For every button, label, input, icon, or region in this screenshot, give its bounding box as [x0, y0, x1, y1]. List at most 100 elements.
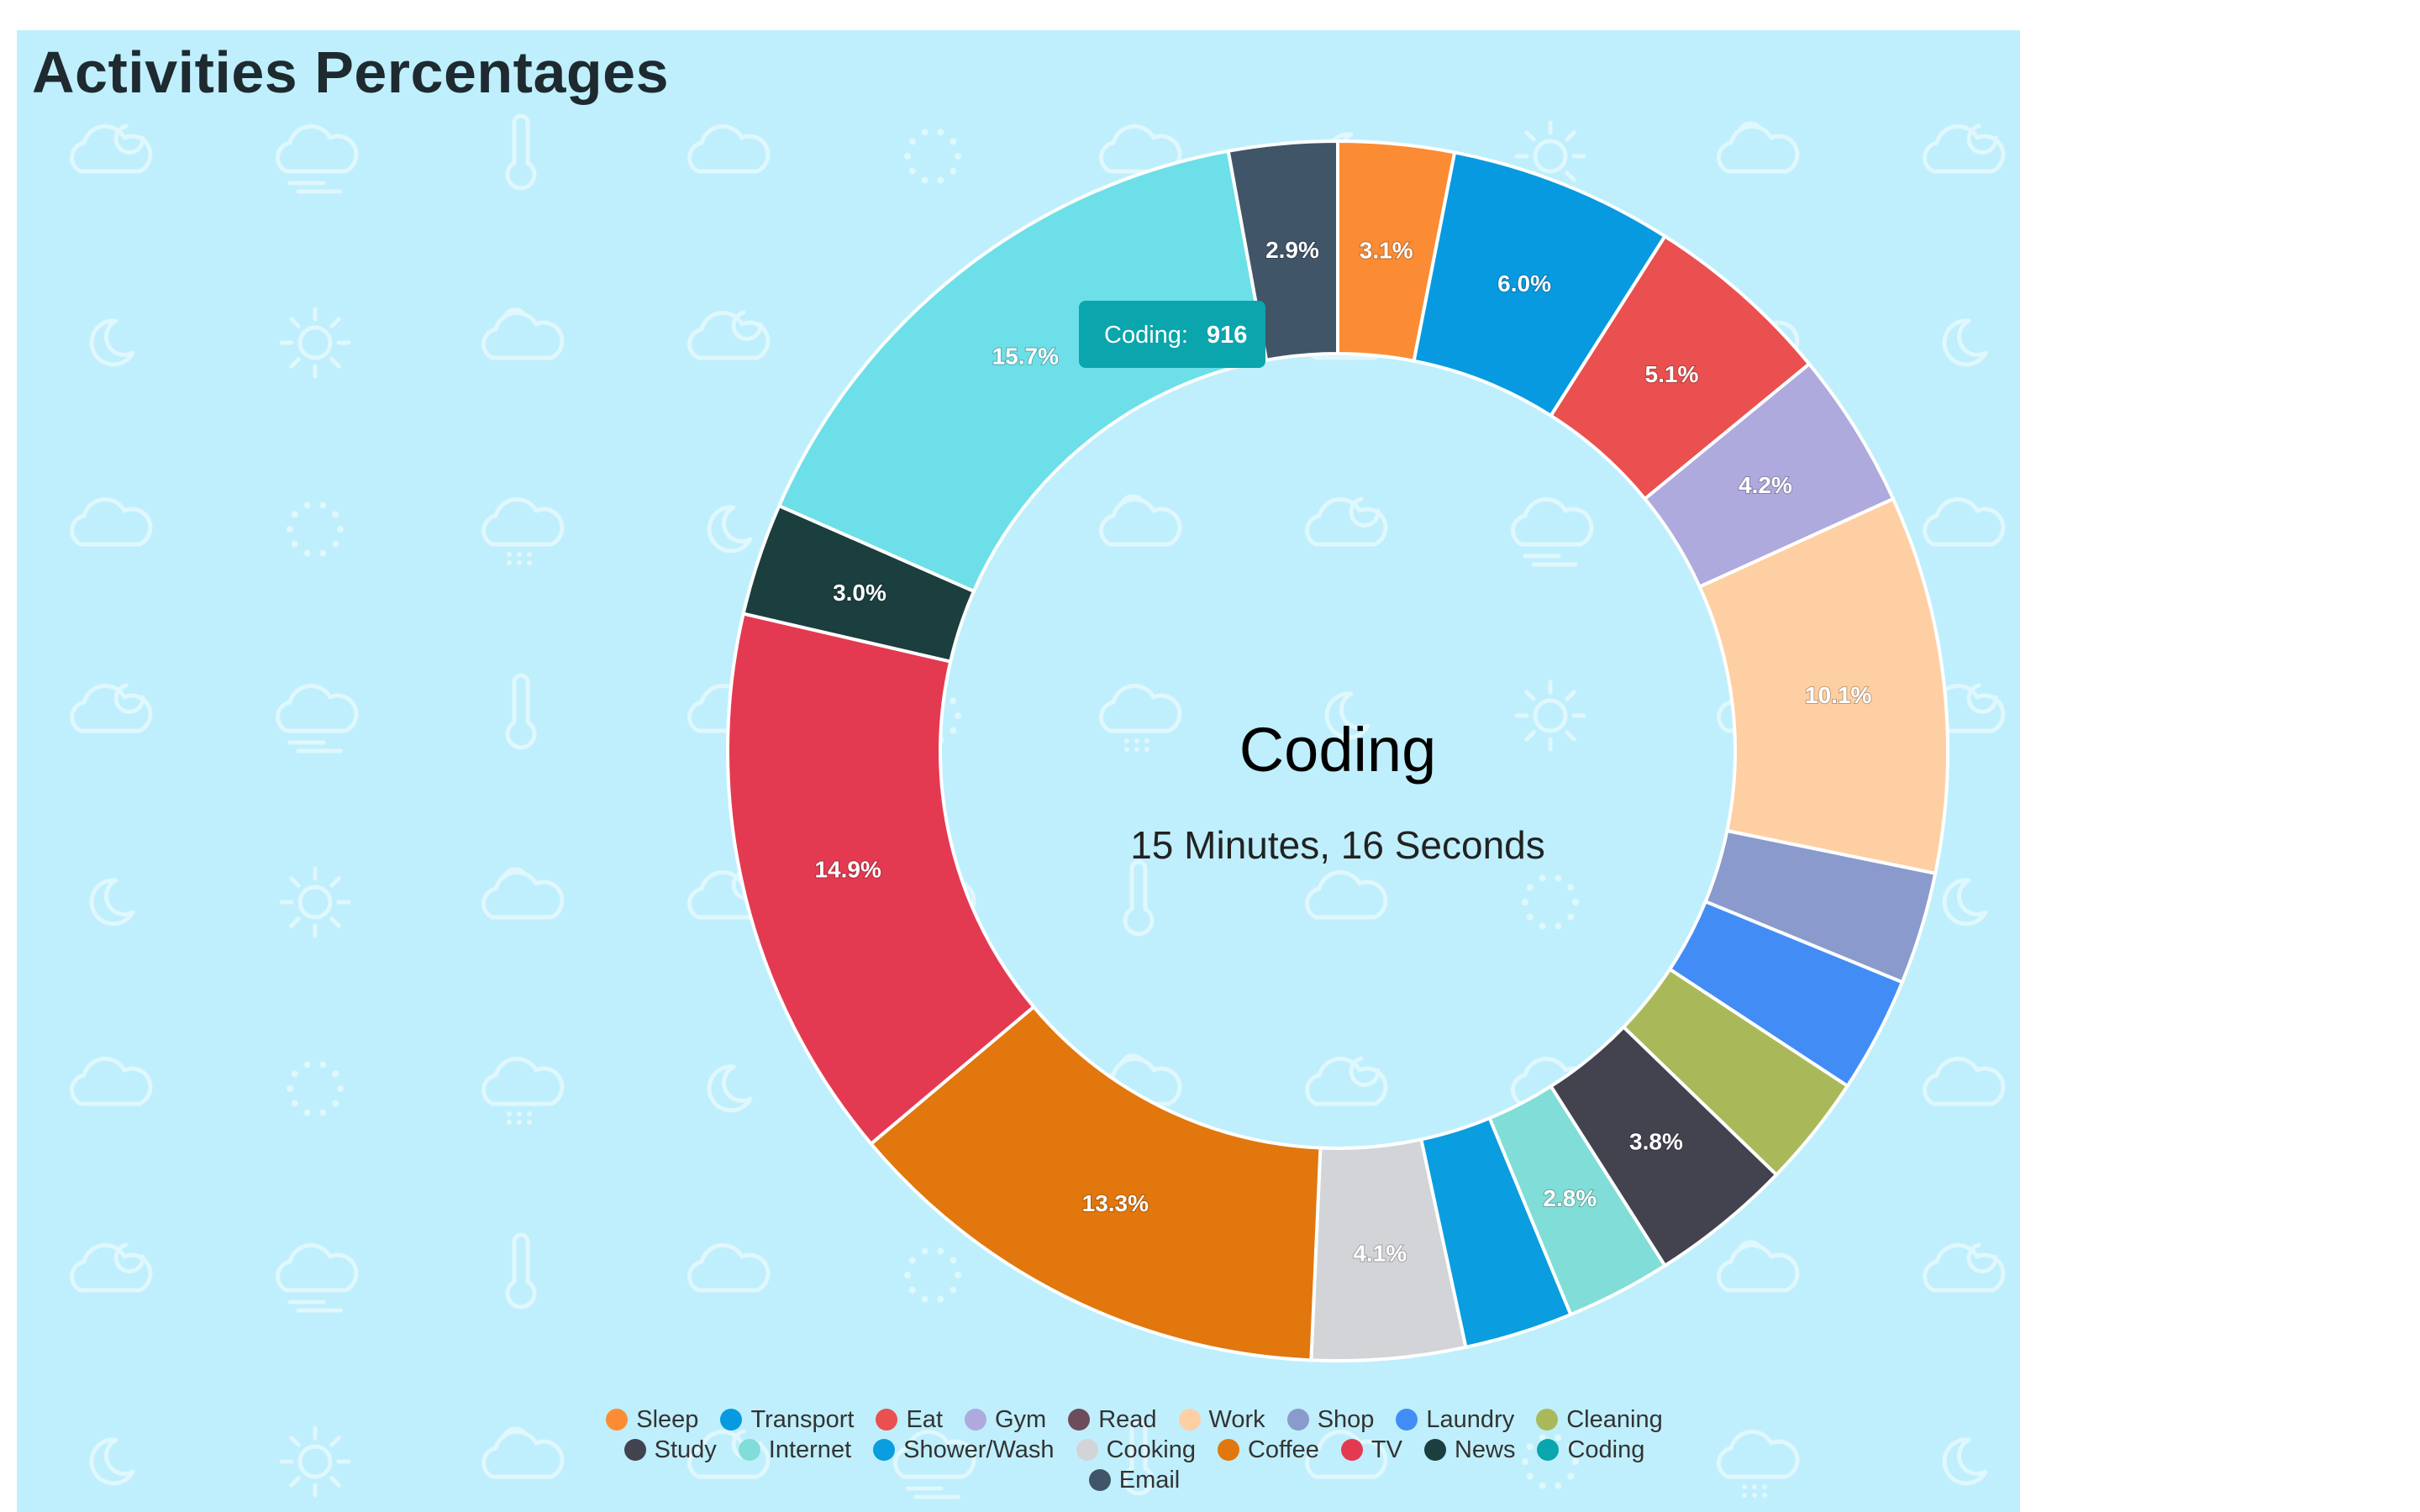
snow-icon	[287, 501, 344, 557]
moon-icon	[707, 505, 753, 554]
slice-coffee[interactable]	[868, 1004, 1323, 1362]
legend-swatch-internet	[738, 1439, 760, 1461]
legend-item-internet[interactable]: Internet	[738, 1436, 852, 1463]
rain-cloud-icon	[481, 1056, 565, 1125]
legend-item-news[interactable]: News	[1423, 1436, 1516, 1463]
page-title: Activities Percentages	[32, 39, 670, 105]
wind-cloud-icon	[1511, 496, 1594, 567]
thermometer-icon	[505, 1232, 537, 1310]
slice-coding[interactable]	[776, 149, 1269, 594]
chart-panel: Activities Percentages 3.1% 6.0% 5.1% 4.2% 1…	[17, 30, 2020, 1512]
moon-cloud-icon	[1305, 496, 1388, 547]
cloud-icon	[687, 123, 771, 174]
slice-label-coding: 15.7%	[992, 344, 1059, 370]
legend-item-shower-wash[interactable]: Shower/Wash	[873, 1436, 1055, 1463]
slice-email[interactable]	[1226, 139, 1339, 363]
legend-item-tv[interactable]: TV	[1340, 1436, 1402, 1463]
cloud-icon	[70, 496, 153, 547]
legend-swatch-shower-wash	[873, 1439, 896, 1461]
cloud-icon	[687, 1242, 771, 1293]
legend-swatch-gym	[965, 1409, 986, 1431]
legend-label-laundry: Laundry	[1426, 1406, 1515, 1433]
slice-label-internet: 2.8%	[1543, 1185, 1597, 1211]
legend-label-coding: Coding	[1567, 1436, 1645, 1463]
sun-cloud-icon	[1099, 494, 1182, 547]
cloud-icon	[70, 1056, 153, 1106]
snow-icon	[904, 129, 961, 184]
snow-icon	[1522, 874, 1579, 930]
wind-cloud-icon	[276, 1242, 359, 1313]
sun-cloud-icon	[481, 307, 565, 360]
legend-swatch-laundry	[1396, 1409, 1418, 1431]
moon-cloud-icon	[70, 123, 153, 174]
legend-swatch-sleep	[606, 1409, 629, 1431]
cloud-icon	[1305, 869, 1388, 920]
legend-item-shop[interactable]: Shop	[1286, 1406, 1374, 1433]
legend-label-transport: Transport	[750, 1406, 855, 1433]
sun-icon	[1514, 680, 1586, 752]
legend-item-transport[interactable]: Transport	[720, 1406, 854, 1433]
legend-swatch-work	[1178, 1409, 1201, 1431]
legend-item-work[interactable]: Work	[1178, 1406, 1265, 1433]
legend-label-internet: Internet	[768, 1436, 852, 1463]
legend-item-study[interactable]: Study	[623, 1436, 717, 1463]
moon-cloud-icon	[687, 310, 771, 360]
tooltip-label: Coding:	[1104, 322, 1188, 349]
legend-item-gym[interactable]: Gym	[965, 1406, 1046, 1433]
slice-label-transport: 6.0%	[1497, 270, 1551, 297]
legend-label-coffee: Coffee	[1247, 1436, 1319, 1463]
rain-cloud-icon	[1099, 683, 1182, 752]
legend-item-email[interactable]: Email	[1088, 1467, 1180, 1494]
slice-label-eat: 5.1%	[1645, 361, 1699, 387]
snow-icon	[1522, 1434, 1579, 1489]
cloud-icon	[1923, 496, 2006, 547]
center-activity-label: Coding	[1239, 715, 1437, 785]
moon-icon	[1942, 878, 1988, 927]
sun-icon	[279, 866, 351, 938]
legend-item-eat[interactable]: Eat	[876, 1406, 943, 1433]
legend-label-eat: Eat	[906, 1406, 943, 1433]
moon-icon	[707, 1064, 753, 1113]
legend-label-shower-wash: Shower/Wash	[903, 1436, 1055, 1463]
legend-swatch-study	[623, 1439, 646, 1461]
legend-swatch-coding	[1537, 1439, 1560, 1461]
thermometer-icon	[1123, 1419, 1155, 1496]
legend-item-cleaning[interactable]: Cleaning	[1536, 1406, 1663, 1433]
moon-icon	[89, 878, 135, 927]
sun-icon	[279, 1425, 351, 1498]
legend-item-coding[interactable]: Coding	[1537, 1436, 1644, 1463]
slice-label-work: 10.1%	[1805, 682, 1871, 708]
legend-label-gym: Gym	[995, 1406, 1047, 1433]
legend-item-read[interactable]: Read	[1068, 1406, 1157, 1433]
cloud-icon	[1305, 1429, 1388, 1479]
moon-cloud-icon	[70, 1242, 153, 1293]
rain-cloud-icon	[1717, 1429, 1800, 1498]
moon-icon	[89, 318, 135, 367]
moon-cloud-icon	[1923, 123, 2006, 174]
sun-cloud-icon	[1717, 121, 1800, 174]
legend-item-coffee[interactable]: Coffee	[1217, 1436, 1319, 1463]
legend-swatch-shop	[1286, 1409, 1309, 1431]
legend-label-cleaning: Cleaning	[1566, 1406, 1663, 1433]
chart-tooltip: Coding: 916	[1079, 301, 1265, 368]
legend-swatch-coffee	[1217, 1439, 1239, 1461]
thermometer-icon	[1123, 859, 1155, 937]
center-duration-label: 15 Minutes, 16 Seconds	[1130, 823, 1545, 867]
slice-label-cooking: 4.1%	[1353, 1240, 1407, 1266]
legend-swatch-eat	[876, 1409, 898, 1431]
slice-label-sleep: 3.1%	[1360, 237, 1413, 263]
legend-label-tv: TV	[1370, 1436, 1402, 1463]
legend-item-sleep[interactable]: Sleep	[606, 1406, 698, 1433]
legend-label-news: News	[1454, 1436, 1516, 1463]
legend-item-cooking[interactable]: Cooking	[1076, 1436, 1196, 1463]
legend-swatch-cooking	[1076, 1439, 1098, 1461]
thermometer-icon	[505, 673, 537, 750]
sun-cloud-icon	[481, 1426, 565, 1479]
slice-tv[interactable]	[726, 612, 1037, 1147]
slice-label-email: 2.9%	[1265, 237, 1319, 263]
thermometer-icon	[505, 113, 537, 191]
legend-swatch-cleaning	[1536, 1409, 1559, 1431]
sun-cloud-icon	[481, 867, 565, 920]
legend-item-laundry[interactable]: Laundry	[1396, 1406, 1514, 1433]
cloud-icon	[1923, 1056, 2006, 1106]
